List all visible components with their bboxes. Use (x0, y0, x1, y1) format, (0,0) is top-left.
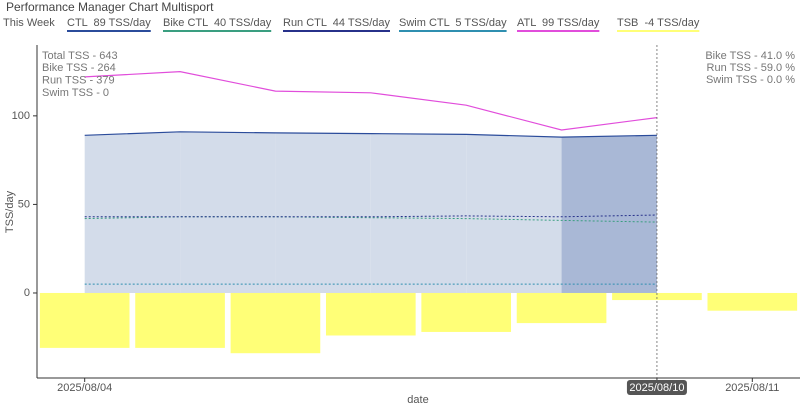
bar (421, 292, 512, 332)
annotation: Bike TSS - 264 (42, 62, 116, 74)
annotation: Swim TSS - 0 (42, 87, 109, 99)
legend-title: This Week (3, 17, 55, 29)
y-axis-label: TSS/day (4, 190, 16, 233)
x-axis-label: date (407, 394, 428, 406)
line (84, 70, 657, 131)
legend-label: ATL 99 TSS/day (517, 17, 600, 29)
area-segment (370, 133, 467, 293)
bar (39, 292, 130, 348)
area-segment (180, 131, 276, 293)
area-segment (84, 131, 181, 293)
x-tick-highlight (626, 380, 687, 395)
bar (325, 292, 416, 336)
legend-label: TSB -4 TSS/day (617, 17, 700, 29)
legend-item: Swim CTL 5 TSS/day (399, 17, 507, 32)
legend-item: Run CTL 44 TSS/day (283, 17, 390, 32)
legend-item: TSB -4 TSS/day (617, 17, 700, 32)
legend-label: Run CTL 44 TSS/day (283, 17, 390, 29)
legend-item: Bike CTL 40 TSS/day (163, 17, 272, 32)
bar (516, 292, 607, 324)
bar (707, 292, 798, 311)
annotation: Total TSS - 643 (42, 50, 118, 62)
area-segment (561, 135, 657, 293)
y-tick-label: 50 (18, 198, 30, 210)
area-segment (466, 134, 562, 293)
legend-item: CTL 89 TSS/day (67, 17, 151, 32)
bar (135, 292, 225, 348)
x-tick-label: 2025/08/04 (57, 382, 112, 394)
annotation: Swim TSS - 0.0 % (706, 74, 795, 86)
chart-title: Performance Manager Chart Multisport (6, 0, 214, 14)
line (84, 214, 657, 218)
annotation: Run TSS - 379 (42, 75, 115, 87)
y-tick-label: 0 (24, 287, 30, 299)
x-tick-label: 2025/08/11 (725, 382, 779, 394)
legend-label: CTL 89 TSS/day (67, 17, 151, 29)
line (84, 131, 657, 138)
x-tick-label: 2025/08/10 (629, 382, 684, 394)
y-tick-label: 100 (12, 110, 30, 122)
annotation: Run TSS - 59.0 % (707, 62, 796, 74)
area-segment (275, 132, 371, 293)
line (84, 216, 657, 223)
bar (612, 292, 702, 301)
legend-label: Bike CTL 40 TSS/day (163, 17, 272, 29)
bar (230, 292, 321, 354)
legend-label: Swim CTL 5 TSS/day (399, 17, 507, 29)
legend-item: ATL 99 TSS/day (517, 17, 600, 32)
annotation: Bike TSS - 41.0 % (705, 50, 795, 62)
